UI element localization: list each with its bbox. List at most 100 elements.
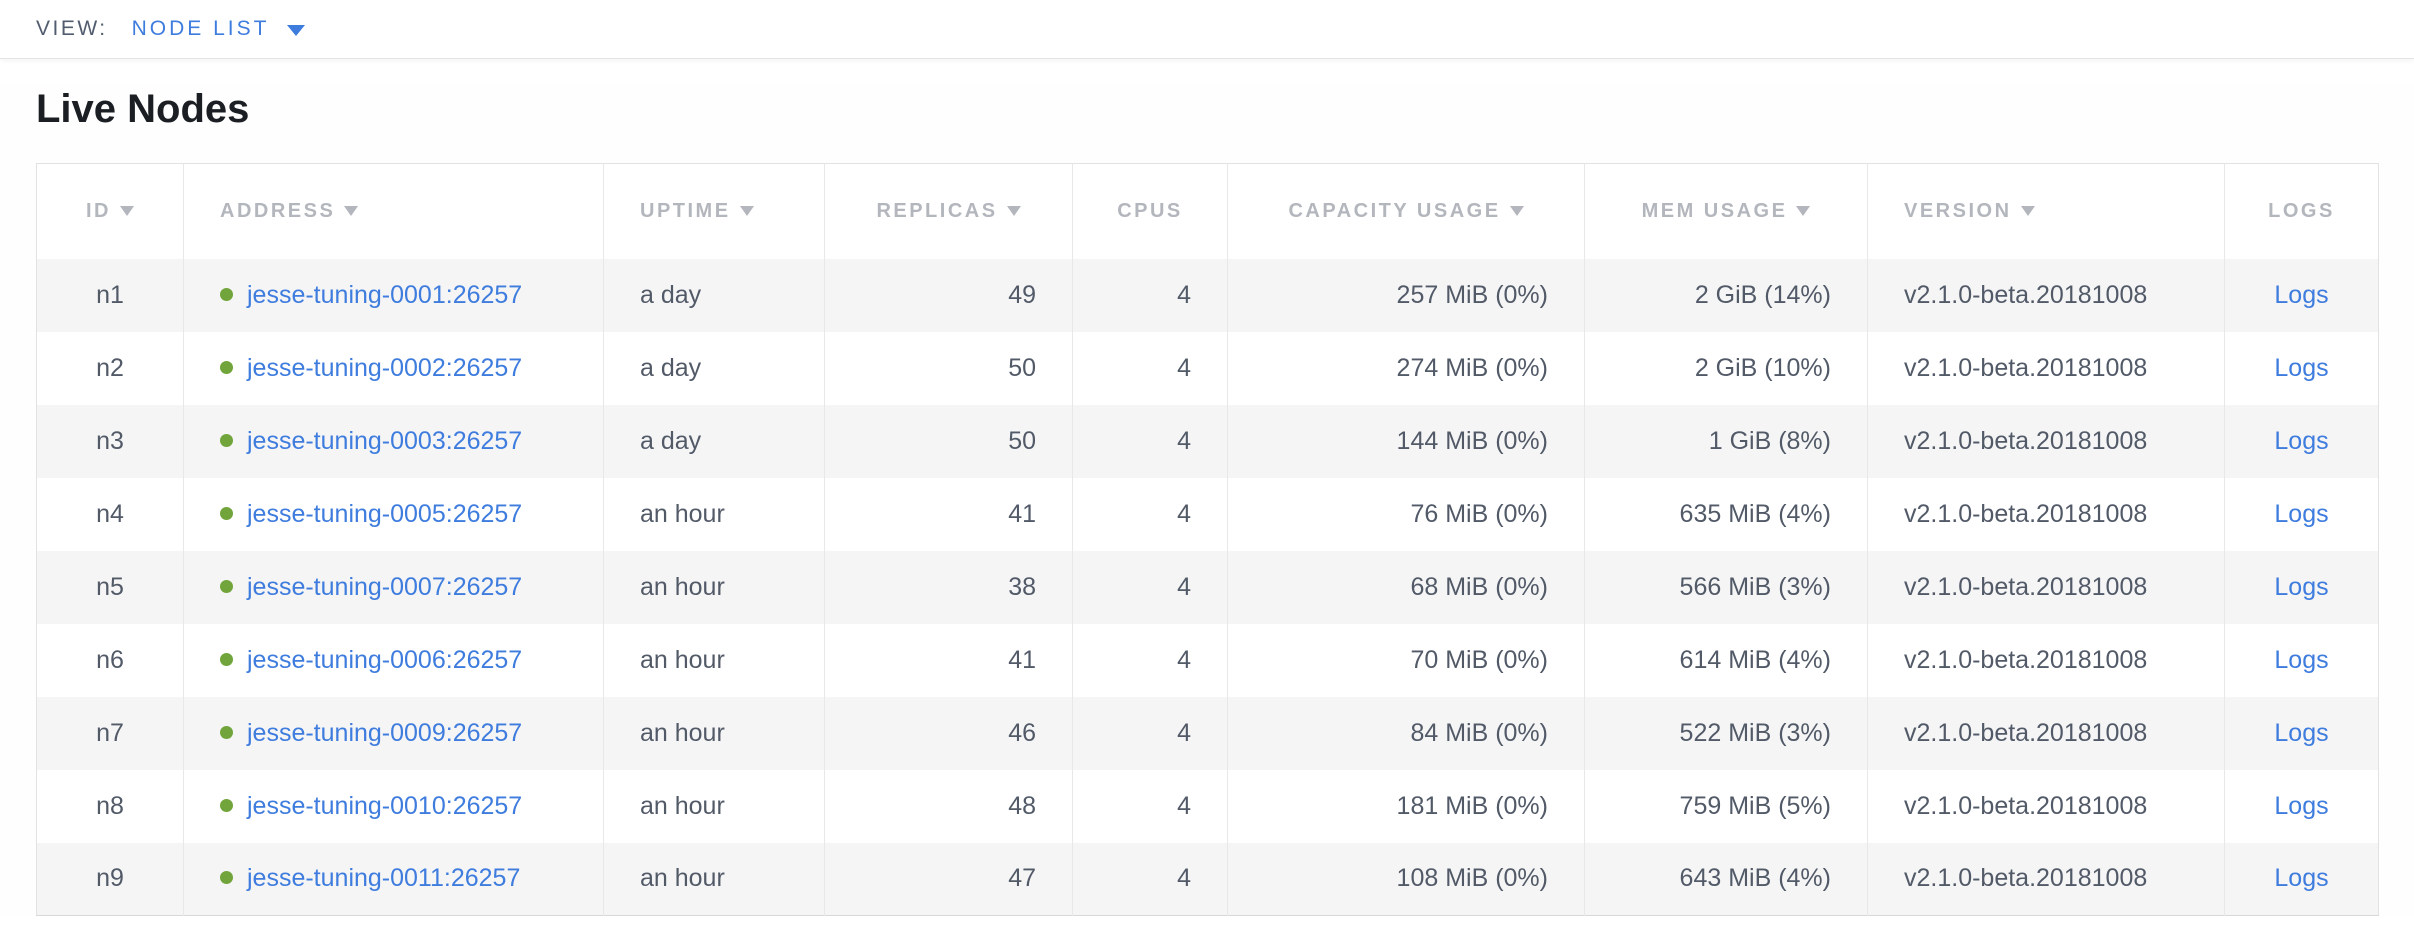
node-id-cell: n4 [96, 499, 124, 528]
address-cell: jesse-tuning-0006:26257 [183, 623, 604, 697]
logs-link[interactable]: Logs [2274, 280, 2329, 309]
address-link[interactable]: jesse-tuning-0010:26257 [247, 791, 523, 820]
column-header-id[interactable]: ID [36, 163, 184, 259]
sort-desc-icon [344, 205, 359, 216]
cpus-cell: 4 [1072, 842, 1228, 916]
node-live-status-icon [220, 652, 233, 666]
node-id-cell: n9 [36, 842, 184, 916]
address-cell: jesse-tuning-0001:26257 [183, 258, 604, 332]
uptime-cell: a day [603, 331, 825, 405]
table-row: n9 jesse-tuning-0011:26257 an hour 47 4 … [36, 842, 2379, 916]
cpus-cell: 4 [1072, 769, 1228, 843]
view-label: VIEW: [36, 17, 108, 40]
version-cell: v2.1.0-beta.20181008 [1867, 696, 2225, 770]
column-header-logs: LOGS [2224, 163, 2379, 259]
address-cell: jesse-tuning-0002:26257 [183, 331, 604, 405]
address-link[interactable]: jesse-tuning-0005:26257 [247, 499, 523, 528]
cpus-cell: 4 [1072, 404, 1228, 478]
sort-desc-icon [1509, 205, 1524, 216]
page-title: Live Nodes [36, 87, 250, 131]
logs-link[interactable]: Logs [2274, 572, 2329, 601]
logs-link[interactable]: Logs [2274, 645, 2329, 674]
address-link[interactable]: jesse-tuning-0011:26257 [247, 864, 521, 893]
address-cell: jesse-tuning-0007:26257 [183, 550, 604, 624]
column-header-cpus: CPUS [1072, 163, 1228, 259]
column-header-address[interactable]: ADDRESS [183, 163, 604, 259]
address-link[interactable]: jesse-tuning-0006:26257 [247, 645, 523, 674]
node-live-status-icon [220, 871, 233, 885]
logs-link[interactable]: Logs [2274, 353, 2329, 382]
column-header-mem-usage[interactable]: MEM USAGE [1584, 163, 1868, 259]
version-cell: v2.1.0-beta.20181008 [1867, 842, 2225, 916]
node-live-status-icon [220, 506, 233, 520]
version-cell: v2.1.0-beta.20181008 [1867, 404, 2225, 478]
replicas-cell: 49 [824, 258, 1073, 332]
column-header-version[interactable]: VERSION [1867, 163, 2225, 259]
capacity-usage-cell: 108 MiB (0%) [1227, 842, 1585, 916]
node-id-cell: n3 [36, 404, 184, 478]
mem-usage-cell: 635 MiB (4%) [1584, 477, 1868, 551]
uptime-cell: an hour [603, 842, 825, 916]
mem-usage-cell: 2 GiB (10%) [1584, 331, 1868, 405]
logs-link[interactable]: Logs [2274, 499, 2329, 528]
address-link[interactable]: jesse-tuning-0007:26257 [247, 572, 523, 601]
logs-link[interactable]: Logs [2274, 426, 2329, 455]
mem-usage-cell: 1 GiB (8%) [1584, 404, 1868, 478]
logs-cell: Logs [2224, 769, 2379, 843]
logs-cell: Logs [2224, 696, 2379, 770]
logs-cell: Logs [2224, 258, 2379, 332]
address-link[interactable]: jesse-tuning-0002:26257 [247, 353, 523, 382]
uptime-cell: an hour [603, 696, 825, 770]
table-row: n2 jesse-tuning-0002:26257 a day 50 4 27… [37, 331, 2379, 405]
logs-cell: Logs [2224, 623, 2379, 697]
cpus-cell: 4 [1072, 623, 1228, 697]
version-cell: v2.1.0-beta.20181008 [1867, 623, 2225, 697]
logs-cell: Logs [2224, 477, 2379, 551]
cpus-cell: 4 [1072, 258, 1228, 332]
capacity-usage-cell: 70 MiB (0%) [1227, 623, 1585, 697]
mem-usage-cell: 759 MiB (5%) [1584, 769, 1868, 843]
node-live-status-icon [220, 287, 233, 301]
cpus-cell: 4 [1072, 550, 1228, 624]
dropdown-caret-icon [287, 25, 306, 36]
column-header-capacity-usage[interactable]: CAPACITY USAGE [1227, 163, 1585, 259]
node-live-status-icon [220, 433, 233, 447]
uptime-cell: a day [603, 258, 825, 332]
address-link[interactable]: jesse-tuning-0009:26257 [247, 718, 523, 747]
replicas-cell: 46 [824, 696, 1073, 770]
table-row: n1 jesse-tuning-0001:26257 a day 49 4 25… [36, 258, 2379, 332]
address-link[interactable]: jesse-tuning-0001:26257 [247, 280, 523, 309]
address-cell: jesse-tuning-0003:26257 [183, 404, 604, 478]
address-link[interactable]: jesse-tuning-0003:26257 [247, 426, 523, 455]
node-id-cell: n7 [36, 696, 184, 770]
node-id-cell: n5 [36, 550, 184, 624]
mem-usage-cell: 614 MiB (4%) [1584, 623, 1868, 697]
address-cell: jesse-tuning-0011:26257 [183, 842, 604, 916]
capacity-usage-cell: 274 MiB (0%) [1227, 331, 1585, 405]
logs-link[interactable]: Logs [2274, 791, 2329, 820]
node-id-cell: n8 [96, 791, 124, 820]
view-selector-value: NODE LIST [131, 17, 270, 40]
sort-desc-icon [739, 205, 754, 216]
sort-desc-icon [2020, 205, 2035, 216]
view-selector-dropdown[interactable]: NODE LIST [132, 17, 306, 41]
sort-desc-icon [120, 205, 134, 216]
logs-cell: Logs [2224, 550, 2379, 624]
logs-cell: Logs [2224, 331, 2379, 405]
version-cell: v2.1.0-beta.20181008 [1867, 331, 2225, 405]
column-header-uptime[interactable]: UPTIME [603, 163, 825, 259]
logs-link[interactable]: Logs [2274, 864, 2329, 893]
sort-desc-icon [1796, 205, 1811, 216]
replicas-cell: 47 [824, 842, 1073, 916]
mem-usage-cell: 566 MiB (3%) [1584, 550, 1868, 624]
logs-cell: Logs [2224, 842, 2379, 916]
address-cell: jesse-tuning-0010:26257 [183, 769, 604, 843]
column-header-replicas[interactable]: REPLICAS [824, 163, 1073, 259]
logs-link[interactable]: Logs [2274, 718, 2329, 747]
cpus-cell: 4 [1072, 477, 1228, 551]
version-cell: v2.1.0-beta.20181008 [1867, 769, 2225, 843]
mem-usage-cell: 2 GiB (14%) [1584, 258, 1868, 332]
uptime-cell: a day [603, 404, 825, 478]
address-cell: jesse-tuning-0005:26257 [183, 477, 604, 551]
node-id-cell: n6 [96, 645, 124, 674]
